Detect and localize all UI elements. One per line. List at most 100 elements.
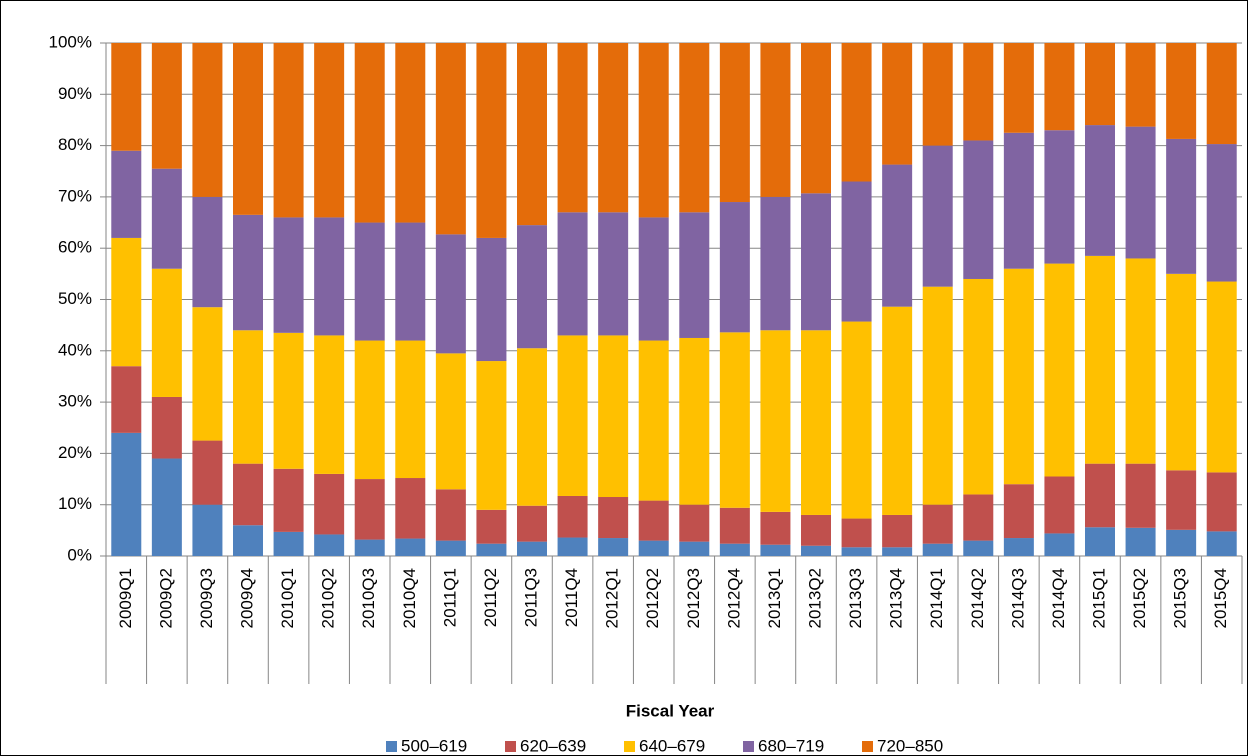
bar-segment bbox=[435, 234, 466, 354]
bar-segment bbox=[233, 463, 263, 526]
x-tick-label: 2015Q2 bbox=[1130, 568, 1149, 629]
x-tick-label: 2009Q1 bbox=[116, 568, 135, 629]
x-tick-label: 2012Q1 bbox=[603, 568, 622, 629]
x-tick-label: 2013Q4 bbox=[887, 568, 906, 629]
bar-segment bbox=[1044, 130, 1075, 264]
x-tick-label: 2010Q1 bbox=[278, 568, 297, 629]
bar-segment bbox=[233, 525, 263, 556]
bar-segment bbox=[1166, 470, 1197, 530]
bar-segment bbox=[233, 330, 263, 464]
bar-segment bbox=[598, 335, 629, 498]
bar-segment bbox=[395, 478, 426, 539]
x-tick-label: 2012Q2 bbox=[643, 568, 662, 629]
x-tick-label: 2014Q3 bbox=[1008, 568, 1027, 629]
bar-segment bbox=[598, 43, 629, 213]
bar-segment bbox=[719, 507, 750, 544]
bar-segment bbox=[841, 181, 872, 322]
bar-segment bbox=[395, 222, 426, 341]
bar-segment bbox=[801, 43, 831, 194]
bar-segment bbox=[233, 214, 263, 331]
bar-segment bbox=[1206, 281, 1237, 473]
bar-segment bbox=[476, 543, 507, 556]
legend-label: 620–639 bbox=[520, 736, 586, 755]
bar-segment bbox=[719, 43, 750, 203]
bar-segment bbox=[151, 458, 182, 556]
bar-segment bbox=[598, 497, 629, 539]
bar-segment bbox=[476, 361, 507, 510]
bar-segment bbox=[1125, 43, 1156, 127]
x-tick-label: 2014Q4 bbox=[1049, 568, 1068, 629]
x-tick-label: 2011Q4 bbox=[562, 568, 581, 627]
bar-segment bbox=[1003, 268, 1034, 485]
y-tick-label: 0% bbox=[67, 545, 92, 564]
bar-segment bbox=[1003, 484, 1034, 539]
x-tick-label: 2013Q2 bbox=[805, 568, 824, 629]
bar-segment bbox=[638, 500, 669, 541]
y-tick-label: 70% bbox=[58, 186, 92, 205]
bar-segment bbox=[111, 150, 142, 238]
bar-segment bbox=[273, 468, 304, 532]
bar-segment bbox=[1044, 263, 1075, 477]
bar-segment bbox=[841, 43, 872, 182]
legend-label: 680–719 bbox=[758, 736, 824, 755]
bar-segment bbox=[760, 330, 791, 512]
y-tick-label: 30% bbox=[58, 392, 92, 411]
x-tick-label: 2013Q1 bbox=[765, 568, 784, 629]
legend-swatch bbox=[743, 741, 754, 752]
bar-segment bbox=[679, 337, 710, 505]
bar-segment bbox=[1044, 476, 1075, 534]
bar-segment bbox=[435, 353, 466, 490]
bar-segment bbox=[557, 43, 588, 213]
x-tick-label: 2013Q3 bbox=[846, 568, 865, 629]
bar-segment bbox=[1085, 255, 1115, 464]
bar-segment bbox=[841, 321, 872, 519]
bar-segment bbox=[1085, 43, 1115, 126]
y-tick-label: 90% bbox=[58, 84, 92, 103]
bar-segment bbox=[111, 432, 142, 556]
bar-segment bbox=[517, 43, 547, 226]
y-tick-label: 10% bbox=[58, 494, 92, 513]
bar-segment bbox=[760, 43, 791, 197]
bar-segment bbox=[801, 193, 831, 331]
bar-segment bbox=[1125, 126, 1156, 259]
bar-segment bbox=[1085, 527, 1115, 556]
bar-segment bbox=[963, 278, 994, 495]
bar-segment bbox=[111, 237, 142, 367]
x-tick-label: 2014Q1 bbox=[927, 568, 946, 629]
bar-segment bbox=[963, 494, 994, 541]
bar-segment bbox=[111, 366, 142, 433]
bar-segment bbox=[192, 196, 223, 308]
bar-segment bbox=[273, 43, 304, 218]
bar-segment bbox=[354, 340, 385, 480]
bar-segment bbox=[760, 511, 791, 545]
bar-segment bbox=[151, 43, 182, 169]
x-tick-label: 2010Q2 bbox=[319, 568, 338, 629]
x-tick-label: 2011Q1 bbox=[440, 568, 459, 627]
bar-segment bbox=[882, 164, 913, 307]
y-tick-label: 80% bbox=[58, 135, 92, 154]
bar-segment bbox=[1085, 125, 1115, 256]
x-tick-label: 2015Q3 bbox=[1171, 568, 1190, 629]
bar-segment bbox=[314, 473, 345, 535]
bar-segment bbox=[273, 217, 304, 333]
y-tick-label: 50% bbox=[58, 289, 92, 308]
bar-segment bbox=[922, 543, 953, 556]
y-tick-label: 20% bbox=[58, 443, 92, 462]
x-tick-label: 2009Q3 bbox=[197, 568, 216, 629]
legend-swatch bbox=[505, 741, 516, 752]
x-tick-label: 2015Q4 bbox=[1211, 568, 1230, 629]
bar-segment bbox=[151, 268, 182, 397]
bar-segment bbox=[1206, 43, 1237, 145]
legend-swatch bbox=[624, 741, 635, 752]
bar-segment bbox=[354, 222, 385, 341]
x-tick-label: 2010Q3 bbox=[359, 568, 378, 629]
bar-segment bbox=[922, 504, 953, 544]
bar-segment bbox=[638, 217, 669, 341]
bar-segment bbox=[760, 196, 791, 331]
bar-segment bbox=[517, 225, 547, 349]
x-tick-label: 2010Q4 bbox=[400, 568, 419, 629]
bar-segment bbox=[395, 340, 426, 479]
bar-segment bbox=[841, 518, 872, 548]
bar-segment bbox=[638, 43, 669, 218]
bar-segment bbox=[476, 509, 507, 544]
